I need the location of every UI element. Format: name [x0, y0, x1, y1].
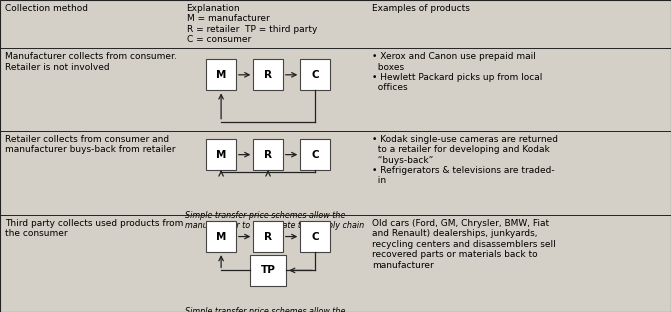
Text: TP: TP: [260, 266, 276, 275]
Bar: [207, 221, 236, 252]
Text: Retailer collects from consumer and
manufacturer buys-back from retailer: Retailer collects from consumer and manu…: [5, 135, 176, 154]
Text: • Kodak single-use cameras are returned
  to a retailer for developing and Kodak: • Kodak single-use cameras are returned …: [372, 135, 558, 185]
Text: Collection method: Collection method: [5, 4, 89, 13]
Text: M: M: [216, 150, 226, 160]
Text: R: R: [264, 150, 272, 160]
Text: Explanation
M = manufacturer
R = retailer  TP = third party
C = consumer: Explanation M = manufacturer R = retaile…: [187, 4, 317, 44]
Text: R: R: [264, 70, 272, 80]
Bar: [300, 139, 330, 170]
Bar: [254, 221, 283, 252]
Bar: [254, 59, 283, 90]
Text: Third party collects used products from
the consumer: Third party collects used products from …: [5, 219, 184, 238]
Text: Simple transfer price schemes allow the
manufacturer to coordinate the supply ch: Simple transfer price schemes allow the …: [185, 307, 364, 312]
Text: Simple transfer price schemes allow the
manufacturer to coordinate the supply ch: Simple transfer price schemes allow the …: [185, 211, 364, 230]
Bar: [300, 221, 330, 252]
Text: Examples of products: Examples of products: [372, 4, 470, 13]
Text: R: R: [264, 232, 272, 241]
Bar: [207, 59, 236, 90]
Text: • Xerox and Canon use prepaid mail
  boxes
• Hewlett Packard picks up from local: • Xerox and Canon use prepaid mail boxes…: [372, 52, 543, 92]
Text: C: C: [311, 150, 319, 160]
Bar: [254, 139, 283, 170]
Text: M: M: [216, 70, 226, 80]
Text: M: M: [216, 232, 226, 241]
Text: Manufacturer collects from consumer.
Retailer is not involved: Manufacturer collects from consumer. Ret…: [5, 52, 177, 71]
Text: C: C: [311, 70, 319, 80]
Bar: [250, 255, 286, 286]
Bar: [300, 59, 330, 90]
Bar: [207, 139, 236, 170]
Text: C: C: [311, 232, 319, 241]
Text: Old cars (Ford, GM, Chrysler, BMW, Fiat
and Renault) dealerships, junkyards,
rec: Old cars (Ford, GM, Chrysler, BMW, Fiat …: [372, 219, 556, 270]
